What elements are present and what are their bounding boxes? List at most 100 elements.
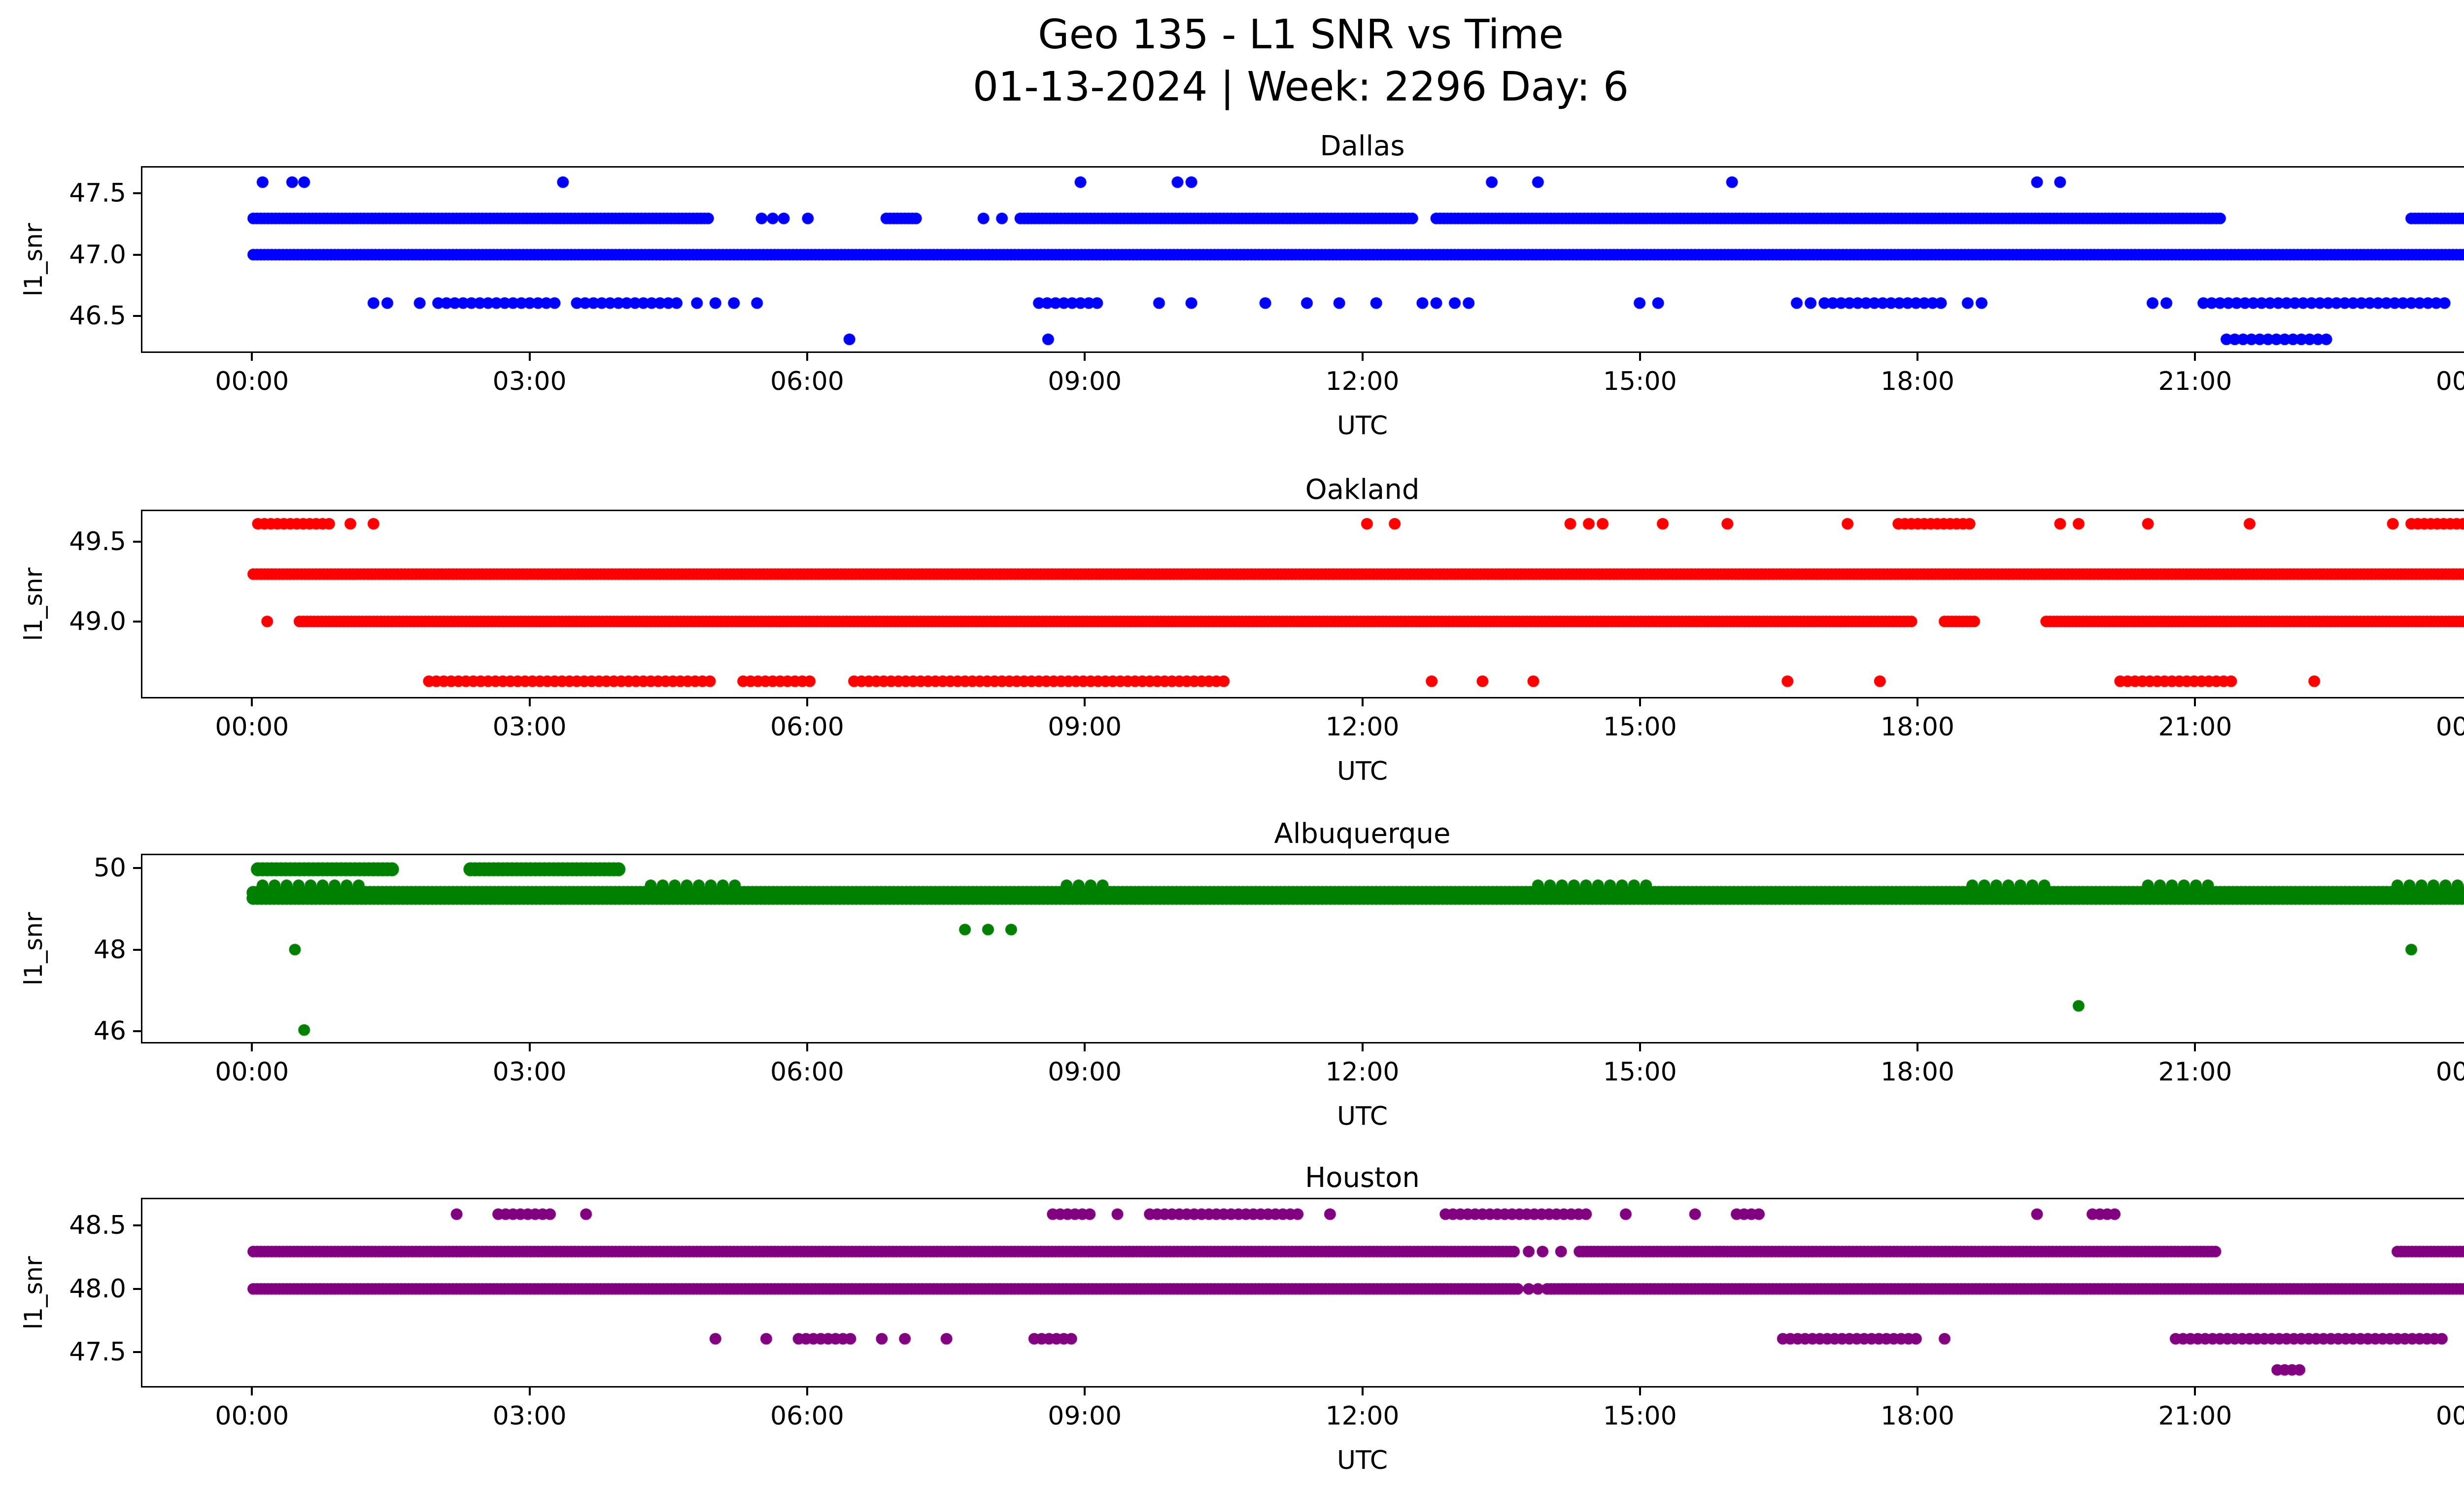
x-tick-mark — [1084, 698, 1086, 706]
subplot-title: Oakland — [1305, 474, 1420, 506]
x-tick-mark — [2194, 1388, 2196, 1395]
x-axis-label: UTC — [1336, 1102, 1388, 1131]
x-tick-mark — [1639, 1043, 1641, 1051]
x-tick-mark — [2194, 353, 2196, 361]
x-tick-label: 21:00 — [2158, 712, 2232, 742]
y-tick-label: 48.0 — [69, 1274, 126, 1304]
y-axis-label: l1_snr — [19, 1256, 48, 1329]
x-tick-mark — [1916, 698, 1919, 706]
x-tick-label: 18:00 — [1881, 1057, 1954, 1087]
y-tick-label: 47.5 — [69, 178, 126, 208]
x-tick-label: 21:00 — [2158, 1401, 2232, 1431]
x-tick-label: 21:00 — [2158, 367, 2232, 396]
x-tick-mark — [1916, 1043, 1919, 1051]
axes-frame — [141, 166, 2464, 353]
x-tick-label: 15:00 — [1603, 712, 1677, 742]
x-tick-label: 00:00 — [2435, 1401, 2464, 1431]
x-tick-label: 03:00 — [492, 367, 567, 396]
x-tick-mark — [1361, 353, 1364, 361]
x-tick-label: 00:00 — [215, 1057, 289, 1087]
scatter-points-canvas — [142, 855, 2464, 1042]
y-tick-label: 49.5 — [69, 526, 126, 556]
x-tick-mark — [806, 698, 808, 706]
x-tick-label: 00:00 — [215, 712, 289, 742]
x-tick-mark — [1639, 353, 1641, 361]
x-tick-label: 12:00 — [1325, 712, 1400, 742]
figure-title-line2: 01-13-2024 | Week: 2296 Day: 6 — [972, 64, 1629, 110]
x-tick-mark — [1361, 1043, 1364, 1051]
y-tick-label: 48 — [93, 935, 126, 965]
y-axis-label: l1_snr — [19, 223, 48, 296]
x-axis-label: UTC — [1336, 757, 1388, 786]
x-tick-mark — [528, 353, 531, 361]
x-tick-mark — [1916, 1388, 1919, 1395]
y-tick-mark — [133, 540, 141, 543]
y-tick-label: 49.0 — [69, 607, 126, 637]
x-tick-label: 18:00 — [1881, 1401, 1954, 1431]
y-axis-label: l1_snr — [19, 912, 48, 985]
x-tick-mark — [806, 353, 808, 361]
x-tick-mark — [1361, 698, 1364, 706]
y-tick-mark — [133, 621, 141, 623]
subplot-title: Dallas — [1320, 130, 1405, 162]
x-tick-label: 09:00 — [1048, 712, 1122, 742]
x-tick-label: 03:00 — [492, 1057, 567, 1087]
y-tick-mark — [133, 1030, 141, 1033]
x-tick-mark — [2194, 698, 2196, 706]
x-tick-mark — [1361, 1388, 1364, 1395]
x-tick-mark — [251, 353, 253, 361]
x-tick-mark — [2194, 1043, 2196, 1051]
y-tick-label: 48.5 — [69, 1211, 126, 1241]
x-tick-label: 06:00 — [770, 712, 844, 742]
x-tick-label: 00:00 — [2435, 712, 2464, 742]
y-tick-mark — [133, 1224, 141, 1227]
x-tick-mark — [1916, 353, 1919, 361]
x-tick-mark — [528, 1043, 531, 1051]
x-tick-label: 06:00 — [770, 1401, 844, 1431]
y-tick-label: 47.0 — [69, 240, 126, 270]
x-tick-mark — [528, 698, 531, 706]
axes-frame — [141, 510, 2464, 698]
x-tick-label: 15:00 — [1603, 1401, 1677, 1431]
x-tick-mark — [1639, 698, 1641, 706]
x-tick-label: 06:00 — [770, 1057, 844, 1087]
x-axis-label: UTC — [1336, 411, 1388, 441]
x-tick-label: 00:00 — [215, 367, 289, 396]
axes-frame — [141, 1198, 2464, 1388]
y-tick-mark — [133, 192, 141, 194]
x-tick-label: 12:00 — [1325, 367, 1400, 396]
x-tick-mark — [1084, 353, 1086, 361]
x-tick-label: 12:00 — [1325, 1401, 1400, 1431]
x-tick-mark — [1084, 1043, 1086, 1051]
x-tick-label: 21:00 — [2158, 1057, 2232, 1087]
x-tick-mark — [251, 1043, 253, 1051]
y-tick-mark — [133, 1287, 141, 1290]
x-tick-label: 03:00 — [492, 712, 567, 742]
axes-frame — [141, 854, 2464, 1043]
x-tick-label: 03:00 — [492, 1401, 567, 1431]
x-tick-label: 09:00 — [1048, 367, 1122, 396]
x-tick-label: 00:00 — [2435, 367, 2464, 396]
x-tick-label: 06:00 — [770, 367, 844, 396]
x-tick-label: 18:00 — [1881, 712, 1954, 742]
x-tick-mark — [806, 1388, 808, 1395]
x-tick-label: 18:00 — [1881, 367, 1954, 396]
x-tick-mark — [251, 1388, 253, 1395]
x-tick-label: 12:00 — [1325, 1057, 1400, 1087]
x-tick-mark — [1084, 1388, 1086, 1395]
x-tick-label: 00:00 — [215, 1401, 289, 1431]
y-tick-mark — [133, 867, 141, 869]
x-tick-mark — [806, 1043, 808, 1051]
y-tick-mark — [133, 315, 141, 317]
y-tick-label: 47.5 — [69, 1337, 126, 1367]
scatter-points-canvas — [142, 511, 2464, 697]
x-tick-mark — [251, 698, 253, 706]
scatter-points-canvas — [142, 168, 2464, 351]
scatter-points-canvas — [142, 1199, 2464, 1386]
x-tick-label: 09:00 — [1048, 1057, 1122, 1087]
